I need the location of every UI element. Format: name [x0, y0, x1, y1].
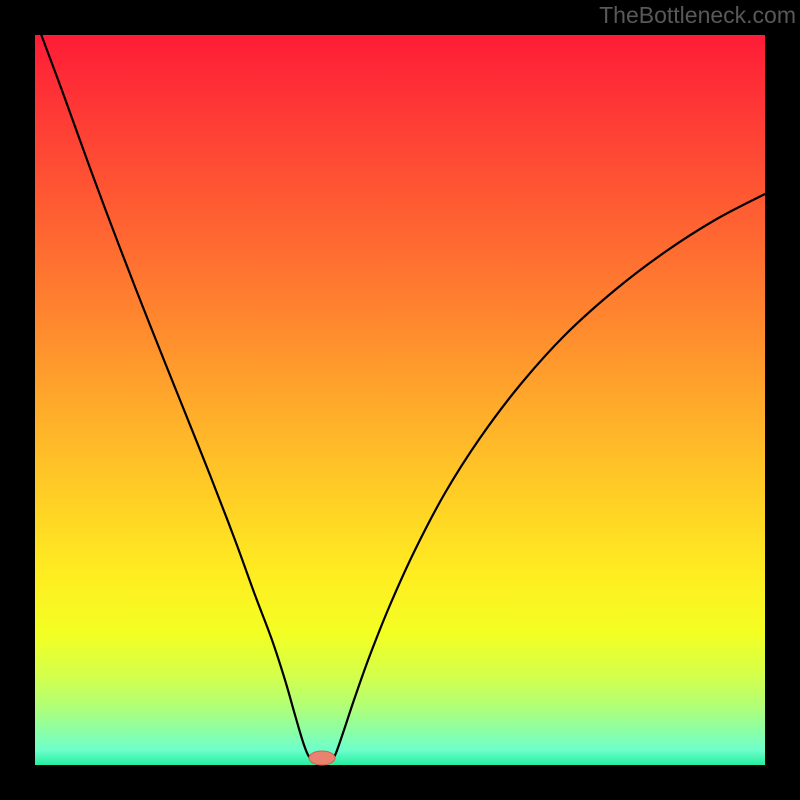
curve-left-branch [35, 18, 312, 760]
curve-right-branch [332, 194, 765, 760]
bottleneck-marker [309, 751, 335, 765]
chart-root: TheBottleneck.com [0, 0, 800, 800]
curve-svg [0, 0, 800, 800]
